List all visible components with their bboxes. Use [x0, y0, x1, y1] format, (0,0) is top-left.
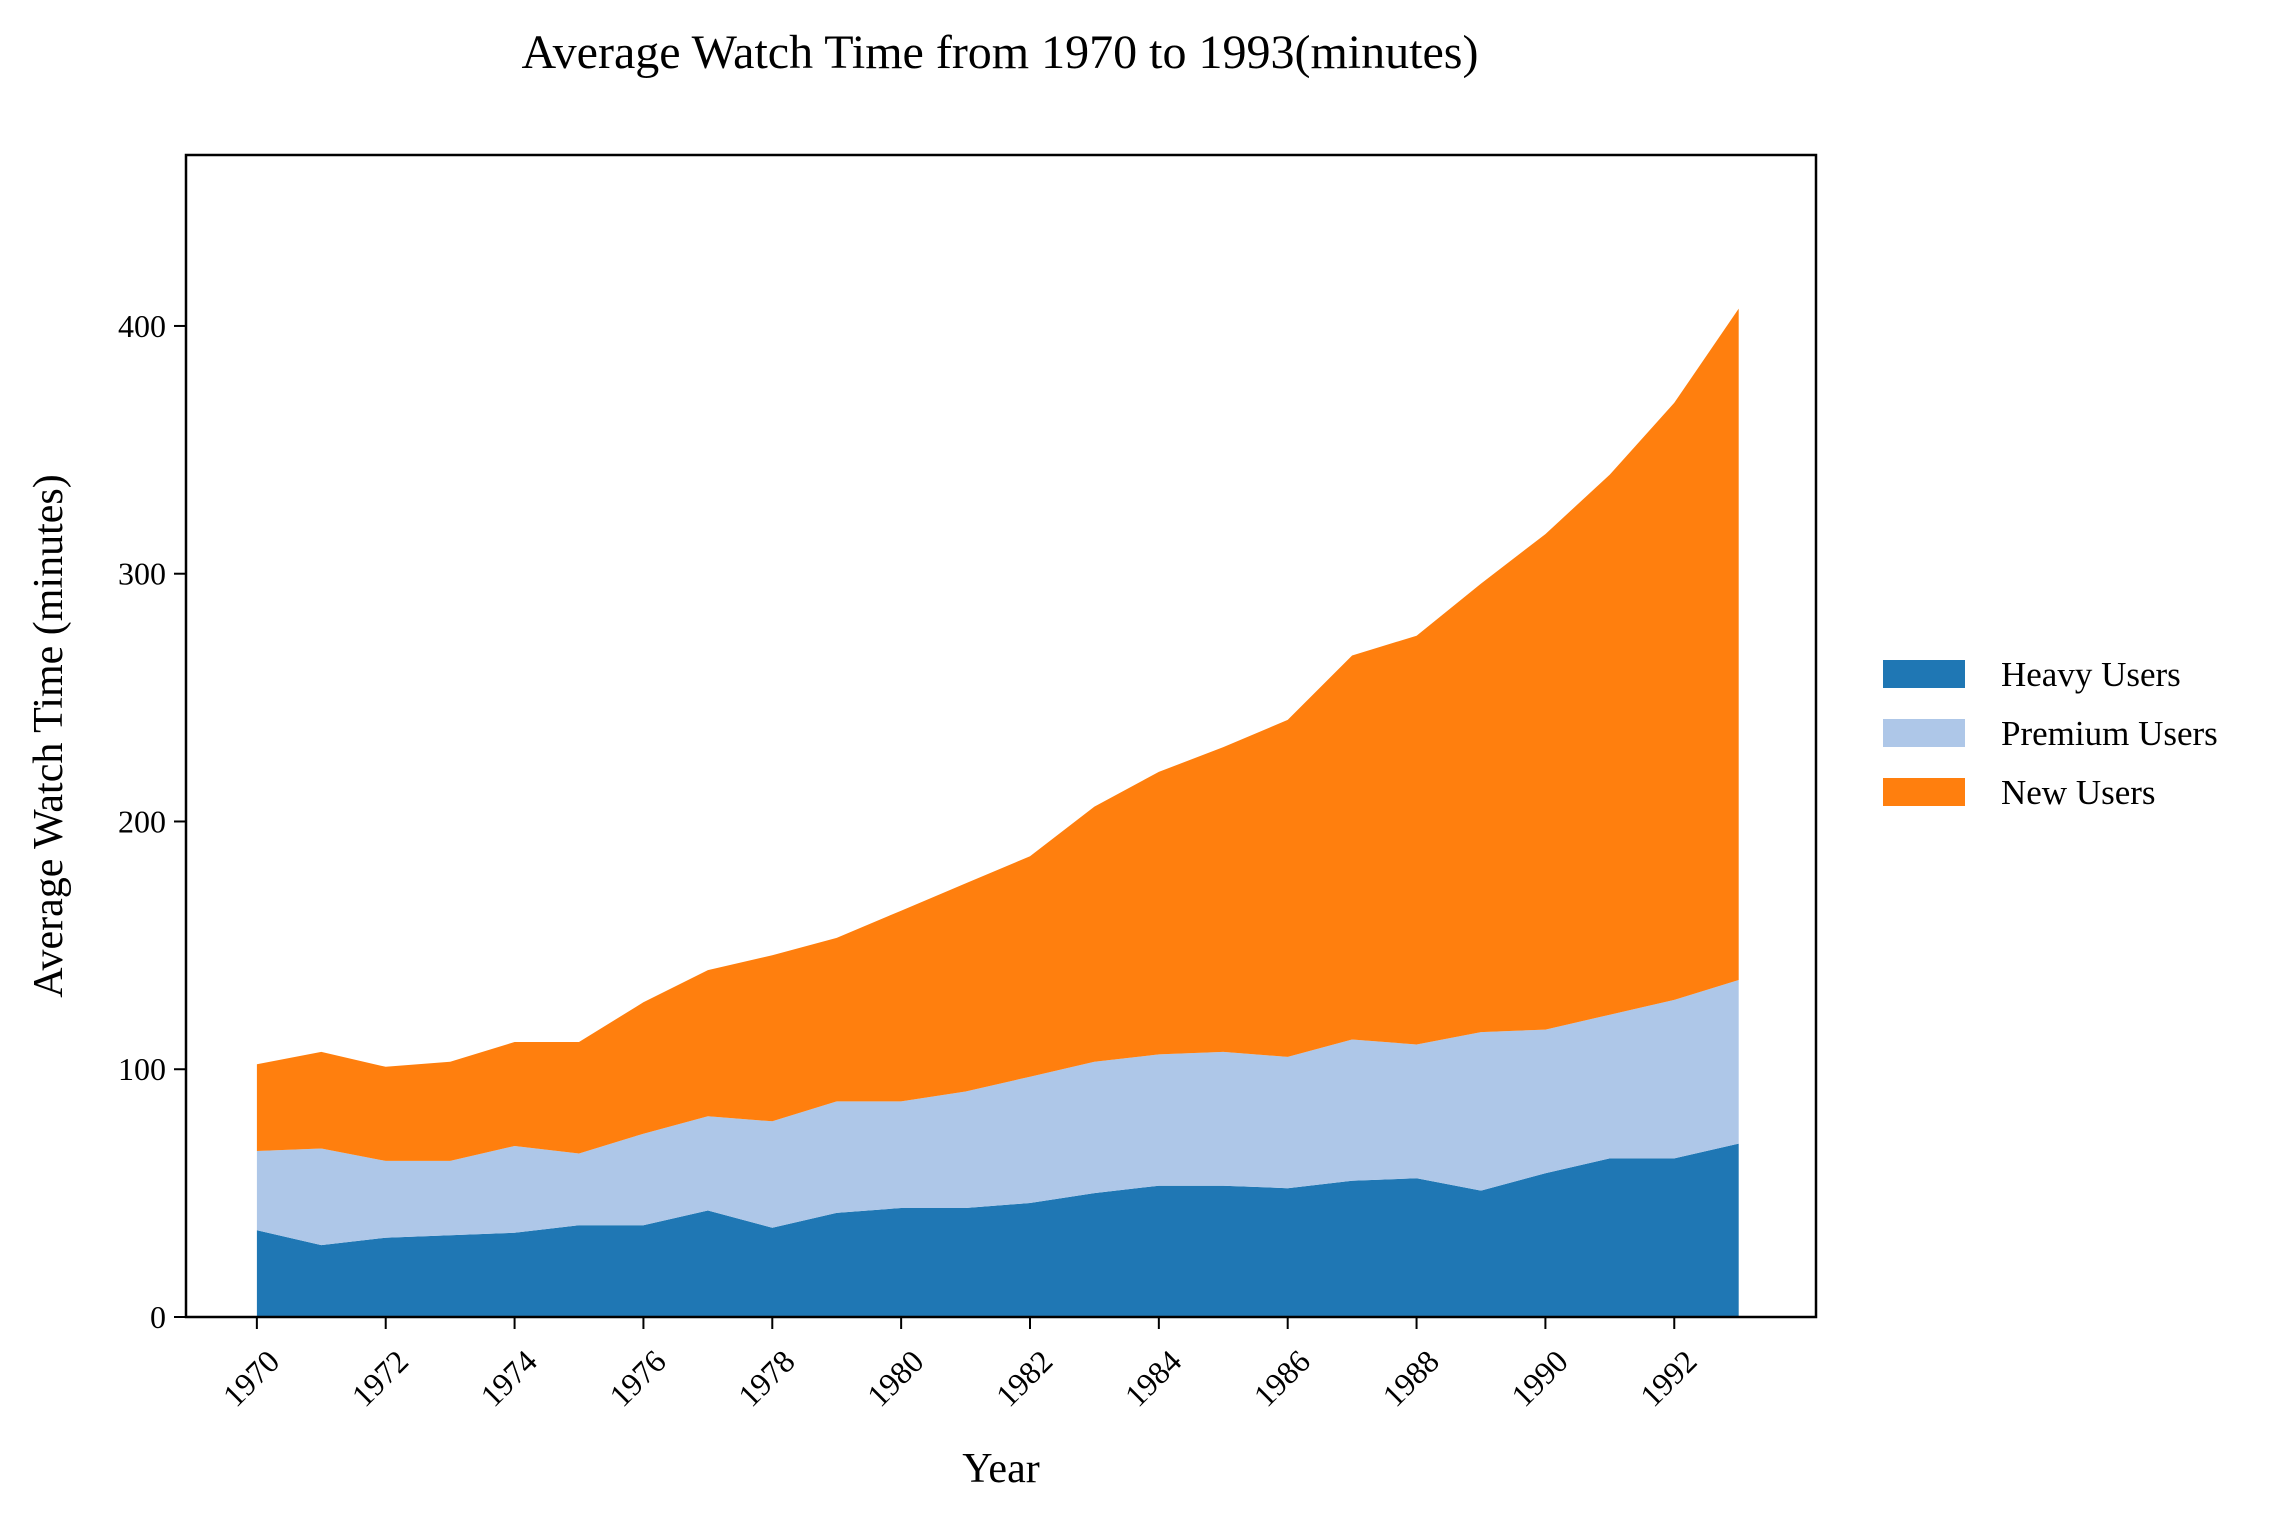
area-series-2 — [256, 980, 1739, 1246]
x-tick-label: 1990 — [1504, 1343, 1575, 1414]
y-tick-label: 100 — [118, 1051, 166, 1087]
plot-frame — [184, 153, 1818, 1319]
x-tick-label: 1982 — [989, 1343, 1060, 1414]
y-tick-label: 300 — [118, 556, 166, 592]
chart-title: Average Watch Time from 1970 to 1993(min… — [522, 26, 1479, 79]
area-series-3 — [256, 308, 1739, 1161]
x-tick-label: 1980 — [860, 1343, 931, 1414]
x-tick-label: 1974 — [473, 1343, 544, 1414]
x-tick-label: 1984 — [1117, 1343, 1188, 1414]
x-axis: 1970 1972 1974 1976 1978 1980 1982 1984 1986 1988… — [216, 1317, 1704, 1414]
x-tick-label: 1978 — [731, 1343, 802, 1414]
x-tick-label: 1976 — [602, 1343, 673, 1414]
area-series-1 — [256, 1143, 1739, 1317]
y-tick-label: 400 — [118, 308, 166, 344]
legend: Heavy Users Premium Users New Users — [1883, 655, 2218, 812]
y-tick-label: 200 — [118, 803, 166, 839]
legend-label: New Users — [2001, 773, 2156, 812]
legend-swatch — [1883, 660, 1965, 688]
x-tick-label: 1988 — [1375, 1343, 1446, 1414]
stacked-areas — [256, 308, 1739, 1317]
legend-swatch — [1883, 778, 1965, 806]
x-tick-label: 1972 — [344, 1343, 415, 1414]
x-axis-label: Year — [962, 1446, 1039, 1492]
legend-swatch — [1883, 719, 1965, 747]
x-tick-label: 1970 — [216, 1343, 287, 1414]
y-axis: 0 100 200 300 400 — [118, 308, 186, 1335]
y-axis-label: Average Watch Time (minutes) — [26, 474, 72, 997]
legend-label: Premium Users — [2001, 714, 2218, 753]
legend-label: Heavy Users — [2001, 655, 2181, 694]
y-tick-label: 0 — [150, 1299, 166, 1335]
x-tick-label: 1986 — [1246, 1343, 1317, 1414]
x-tick-label: 1992 — [1633, 1343, 1704, 1414]
